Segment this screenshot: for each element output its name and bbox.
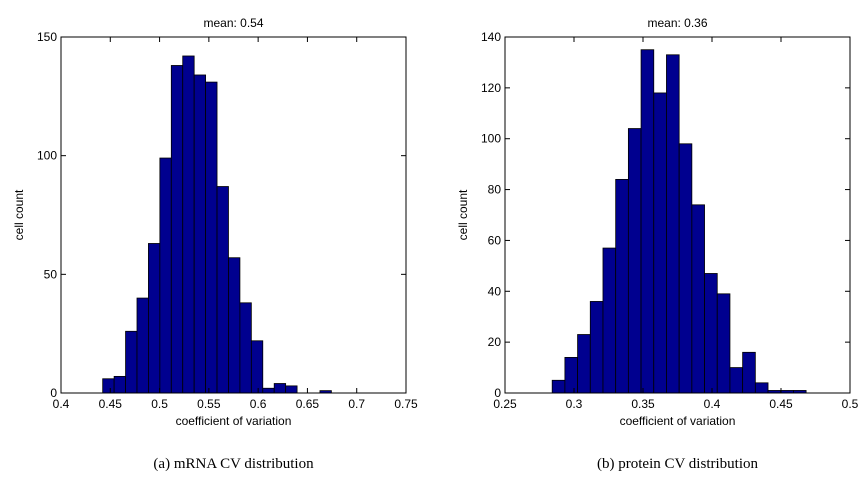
x-tick-label: 0.4 bbox=[704, 397, 721, 411]
caption-mrna: (a) mRNA CV distribution bbox=[153, 456, 314, 472]
histogram-bar bbox=[125, 330, 138, 394]
x-tick-label: 0.45 bbox=[99, 397, 123, 411]
histogram-panel-mrna: 0.4 0.45 0.5 0.55 0.6 0.65 0.7 0.75 0 50 100 150 me… bbox=[12, 16, 418, 472]
histogram-bar bbox=[551, 379, 566, 394]
x-tick-label: 0.3 bbox=[566, 397, 583, 411]
chart-title-mrna: mean: 0.54 bbox=[203, 16, 263, 30]
y-tick-label: 50 bbox=[44, 267, 58, 281]
y-tick-label: 150 bbox=[37, 30, 57, 44]
x-tick-label: 0.35 bbox=[631, 397, 655, 411]
histogram-bar bbox=[678, 143, 693, 394]
histogram-panel-protein: 0.25 0.3 0.35 0.4 0.45 0.5020406080100120140 … bbox=[456, 16, 859, 472]
histogram-bar bbox=[704, 273, 718, 394]
x-tick-label: 0.45 bbox=[769, 397, 793, 411]
bars-mrna bbox=[102, 55, 332, 394]
histogram-bar bbox=[113, 375, 126, 394]
y-tick-label: 100 bbox=[37, 149, 57, 163]
histogram-bar bbox=[589, 301, 604, 394]
x-tick-label: 0.5 bbox=[842, 397, 859, 411]
histogram-bar bbox=[564, 356, 578, 394]
histogram-bar bbox=[159, 157, 172, 394]
histogram-bar bbox=[170, 65, 184, 394]
y-tick-label: 0 bbox=[50, 386, 57, 400]
histogram-bar bbox=[148, 243, 161, 394]
histogram-bar bbox=[577, 334, 591, 394]
histogram-bar bbox=[742, 351, 756, 394]
histogram-bar bbox=[193, 74, 207, 394]
x-tick-label: 0.5 bbox=[151, 397, 168, 411]
caption-protein: (b) protein CV distribution bbox=[597, 456, 758, 472]
y-axis-label-protein: cell count bbox=[456, 189, 470, 240]
histogram-bar bbox=[754, 382, 769, 394]
histogram-bar bbox=[205, 81, 218, 394]
histogram-bar bbox=[102, 378, 115, 394]
x-tick-label: 0.55 bbox=[197, 397, 221, 411]
histogram-bar bbox=[216, 186, 229, 394]
histogram-bar bbox=[285, 385, 298, 394]
x-tick-label: 0.25 bbox=[493, 397, 517, 411]
y-tick-label: 100 bbox=[481, 132, 501, 146]
y-tick-label: 60 bbox=[488, 233, 502, 247]
histogram-bar bbox=[729, 367, 744, 394]
histogram-bar bbox=[653, 92, 667, 394]
histogram-bar bbox=[250, 340, 264, 394]
axes-frame-protein bbox=[504, 36, 851, 394]
chart-title-protein: mean: 0.36 bbox=[647, 16, 707, 30]
x-tick-label: 0.6 bbox=[250, 397, 267, 411]
y-tick-label: 120 bbox=[481, 81, 501, 95]
histogram-bar bbox=[273, 383, 287, 394]
x-tick-label: 0.65 bbox=[296, 397, 320, 411]
x-tick-label: 0.7 bbox=[348, 397, 365, 411]
histogram-bar bbox=[228, 257, 241, 394]
histogram-bar bbox=[640, 49, 655, 394]
histogram-bar bbox=[627, 128, 642, 394]
histogram-bar bbox=[262, 387, 275, 394]
histogram-bar bbox=[136, 297, 149, 394]
ticks-protein: 0.25 0.3 0.35 0.4 0.45 0.5 0 20 40 60 80 100 120 140 bbox=[481, 30, 859, 411]
axes-frame-mrna bbox=[60, 36, 407, 394]
histogram-bar bbox=[602, 247, 617, 394]
y-tick-label: 20 bbox=[488, 335, 502, 349]
histogram-bar bbox=[239, 302, 252, 394]
bars-protein bbox=[551, 49, 807, 394]
y-axis-label-mrna: cell count bbox=[12, 189, 26, 240]
histogram-bar bbox=[666, 54, 680, 394]
x-axis-label-mrna: coefficient of variation bbox=[176, 414, 292, 428]
x-tick-label: 0.75 bbox=[394, 397, 418, 411]
y-tick-label: 0 bbox=[494, 386, 501, 400]
y-tick-label: 40 bbox=[488, 284, 502, 298]
x-tick-label: 0.4 bbox=[53, 397, 70, 411]
histogram-bar bbox=[182, 55, 195, 394]
histogram-bar bbox=[615, 178, 629, 394]
x-axis-label-protein: coefficient of variation bbox=[620, 414, 736, 428]
ticks-mrna: 0.4 0.45 0.5 0.55 0.6 0.65 0.7 0.75 0 50 100 150 bbox=[37, 30, 418, 411]
y-tick-label: 80 bbox=[488, 183, 502, 197]
y-tick-label: 140 bbox=[481, 30, 501, 44]
histogram-bar bbox=[691, 204, 705, 394]
histogram-bar bbox=[716, 293, 731, 394]
